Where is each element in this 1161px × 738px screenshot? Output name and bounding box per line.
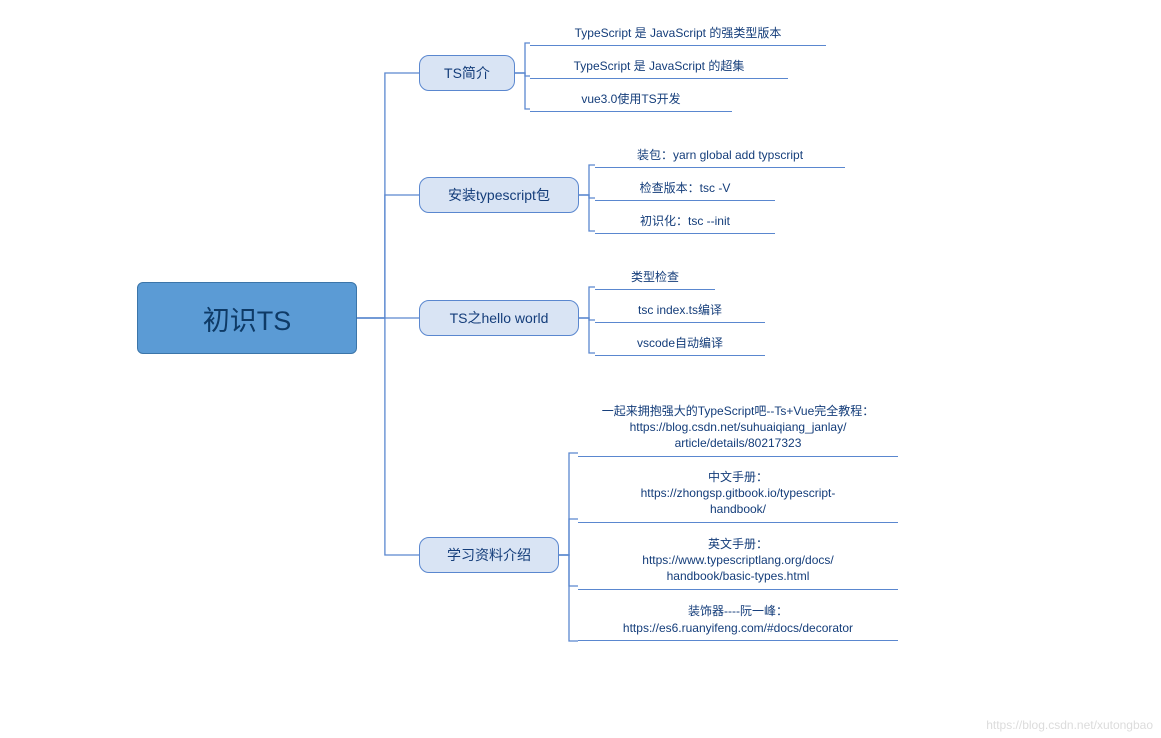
leaf-node: 中文手册： https://zhongsp.gitbook.io/typescr… (578, 467, 898, 523)
leaf-node: 初识化：tsc --init (595, 211, 775, 234)
leaf-node: 装饰器----阮一峰： https://es6.ruanyifeng.com/#… (578, 601, 898, 641)
leaf-node: vscode自动编译 (595, 333, 765, 356)
branch-node: 学习资料介绍 (419, 537, 559, 573)
branch-node: TS之hello world (419, 300, 579, 336)
leaf-node: TypeScript 是 JavaScript 的强类型版本 (530, 23, 826, 46)
watermark: https://blog.csdn.net/xutongbao (986, 718, 1153, 732)
leaf-node: vue3.0使用TS开发 (530, 89, 732, 112)
branch-label: TS简介 (444, 63, 490, 83)
branch-node: TS简介 (419, 55, 515, 91)
root-node: 初识TS (137, 282, 357, 354)
leaf-node: TypeScript 是 JavaScript 的超集 (530, 56, 788, 79)
leaf-node: 一起来拥抱强大的TypeScript吧--Ts+Vue完全教程： https:/… (578, 401, 898, 457)
leaf-node: 检查版本：tsc -V (595, 178, 775, 201)
branch-label: 学习资料介绍 (447, 545, 531, 565)
branch-node: 安装typescript包 (419, 177, 579, 213)
leaf-node: tsc index.ts编译 (595, 300, 765, 323)
branch-label: 安装typescript包 (448, 185, 550, 205)
leaf-node: 装包：yarn global add typscript (595, 145, 845, 168)
leaf-node: 英文手册： https://www.typescriptlang.org/doc… (578, 534, 898, 590)
mindmap-canvas: 初识TS TS简介安装typescript包 TS之hello world 学习资料… (0, 0, 1161, 738)
branch-label: TS之hello world (450, 308, 549, 328)
root-label: 初识TS (203, 299, 292, 338)
leaf-node: 类型检查 (595, 267, 715, 290)
